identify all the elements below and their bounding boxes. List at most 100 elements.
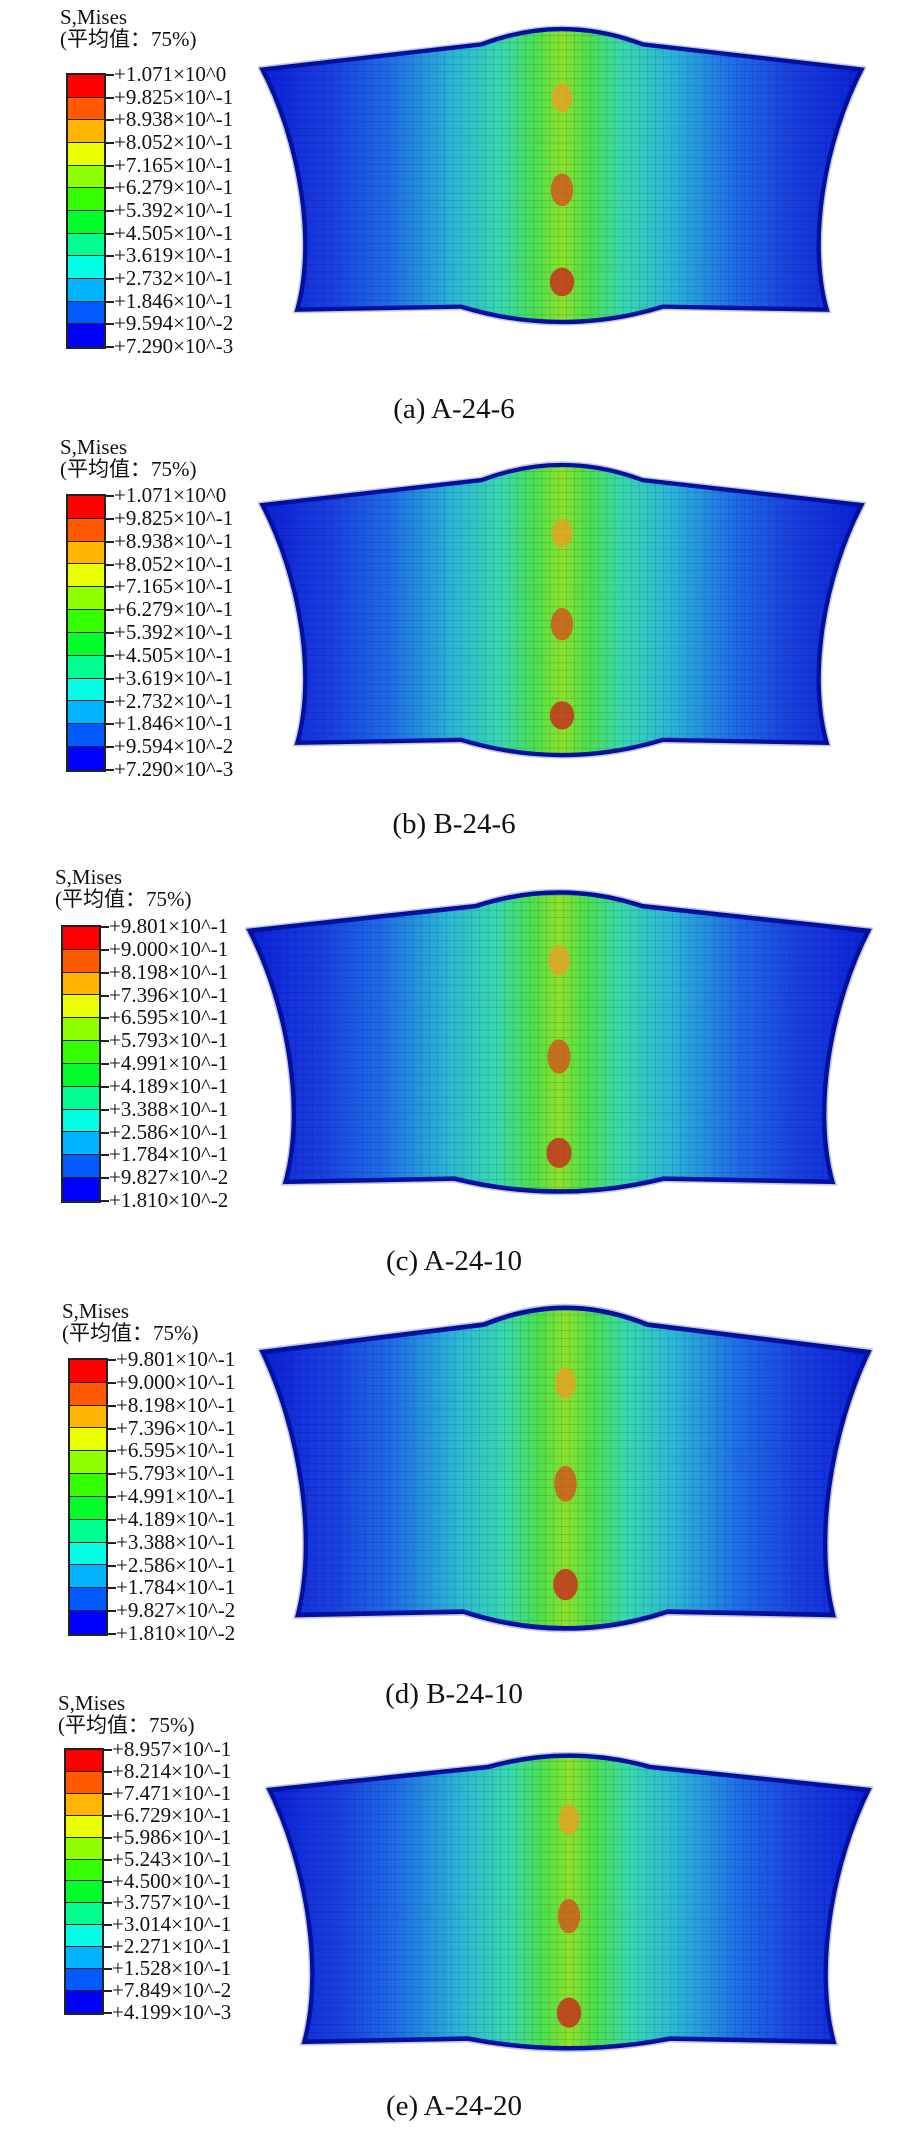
colorbar-swatch: [68, 587, 104, 611]
colorbar-tick: [104, 632, 114, 634]
figure-caption: (b) B-24-6: [392, 808, 516, 840]
colorbar-tick: [104, 74, 114, 76]
colorbar-swatch: [70, 1474, 106, 1497]
colorbar-swatch: [68, 655, 104, 679]
colorbar-tick-label: +4.991×10^-1: [109, 1051, 229, 1075]
colorbar-swatch: [70, 1382, 106, 1406]
stress-concentration: [546, 1137, 572, 1168]
legend-title: S,Mises: [60, 5, 128, 29]
colorbar-swatch: [70, 1588, 106, 1612]
colorbar-swatch: [68, 210, 104, 234]
colorbar-tick: [99, 1063, 109, 1065]
colorbar-tick-label: +2.732×10^-1: [114, 266, 234, 290]
stress-contour-model: [245, 888, 873, 1196]
colorbar-tick-label: +5.392×10^-1: [114, 198, 234, 222]
colorbar-tick-label: +9.000×10^-1: [109, 936, 229, 961]
colorbar-tick: [104, 346, 114, 348]
legend-title: S,Mises: [60, 435, 128, 459]
colorbar-tick-label: +7.471×10^-1: [112, 1780, 232, 1805]
figure-caption: (a) A-24-6: [393, 393, 515, 425]
colorbar-tick-label: +1.784×10^-1: [116, 1575, 236, 1600]
colorbar-tick-label: +8.198×10^-1: [116, 1392, 236, 1417]
colorbar-tick: [99, 994, 109, 997]
stress-concentration: [551, 83, 573, 113]
colorbar-swatch: [63, 1155, 99, 1179]
colorbar-swatch: [68, 188, 104, 211]
colorbar-tick-label: +1.810×10^-2: [116, 1621, 236, 1645]
colorbar-swatch: [66, 1837, 102, 1860]
colorbar-swatch: [66, 1750, 102, 1772]
colorbar-tick-label: +5.392×10^-1: [114, 620, 234, 644]
colorbar-tick-label: +2.271×10^-1: [112, 1934, 232, 1959]
colorbar-tick: [106, 1359, 116, 1361]
colorbar-tick: [104, 255, 114, 258]
colorbar-tick: [104, 746, 114, 749]
colorbar-tick: [102, 1946, 112, 1949]
colorbar-swatch: [66, 1815, 102, 1838]
colorbar-swatch: [68, 610, 104, 633]
colorbar-swatch: [68, 324, 104, 347]
colorbar-swatch: [63, 1041, 99, 1064]
colorbar-tick-label: +3.757×10^-1: [112, 1890, 232, 1915]
colorbar-tick: [99, 1040, 109, 1043]
colorbar-tick-label: +9.594×10^-2: [114, 311, 234, 336]
colorbar-tick-label: +7.290×10^-3: [114, 334, 234, 358]
colorbar: [64, 1748, 104, 2015]
colorbar-tick: [104, 677, 114, 680]
stress-contour-model: [258, 461, 866, 759]
colorbar-swatch: [70, 1405, 106, 1429]
colorbar-tick: [106, 1404, 116, 1407]
colorbar-tick-label: +8.052×10^-1: [114, 130, 234, 154]
colorbar-tick-label: +6.595×10^-1: [116, 1438, 236, 1463]
colorbar-swatch: [68, 541, 104, 565]
colorbar-swatch: [68, 301, 104, 325]
colorbar-tick-label: +7.396×10^-1: [109, 982, 229, 1007]
stress-concentration: [554, 1465, 577, 1502]
colorbar-tick-label: +7.165×10^-1: [114, 574, 234, 599]
colorbar-swatch: [66, 1793, 102, 1816]
stress-contour-model: [265, 1751, 873, 2053]
stress-contour-model: [258, 25, 866, 326]
colorbar-tick-label: +7.849×10^-2: [112, 1978, 232, 2003]
legend-subtitle: (平均值：75%): [60, 27, 197, 51]
stress-concentration: [548, 945, 570, 976]
colorbar-tick-label: +3.619×10^-1: [114, 243, 234, 268]
colorbar-tick: [102, 1836, 112, 1839]
colorbar-tick-label: +4.189×10^-1: [109, 1073, 229, 1098]
colorbar-tick-label: +7.396×10^-1: [116, 1415, 236, 1440]
colorbar-tick-label: +7.290×10^-3: [114, 757, 234, 781]
colorbar-swatch: [63, 1109, 99, 1133]
colorbar-swatch: [68, 75, 104, 98]
colorbar-tick: [104, 323, 114, 326]
colorbar-tick-label: +9.594×10^-2: [114, 734, 234, 759]
colorbar-tick: [104, 723, 114, 726]
colorbar-swatch: [63, 1018, 99, 1042]
colorbar-tick-label: +1.846×10^-1: [114, 711, 234, 736]
colorbar-tick: [99, 1154, 109, 1157]
legend-title: S,Mises: [62, 1299, 130, 1323]
stress-concentration: [556, 1997, 582, 2028]
colorbar-tick: [102, 1792, 112, 1795]
colorbar-tick-label: +5.793×10^-1: [109, 1028, 229, 1053]
colorbar-swatch: [68, 142, 104, 166]
colorbar-tick-label: +6.279×10^-1: [114, 175, 234, 200]
colorbar-tick: [106, 1633, 116, 1635]
colorbar-tick: [104, 142, 114, 144]
colorbar-swatch: [70, 1542, 106, 1566]
colorbar-tick-label: +4.505×10^-1: [114, 642, 234, 667]
colorbar-tick-label: +2.732×10^-1: [114, 688, 234, 713]
colorbar-tick-label: +5.243×10^-1: [112, 1846, 232, 1871]
colorbar-tick: [104, 119, 114, 122]
colorbar-tick: [106, 1541, 116, 1544]
stress-concentration: [557, 1898, 581, 1934]
colorbar-tick-label: +9.827×10^-2: [109, 1165, 229, 1190]
colorbar-swatch: [66, 1771, 102, 1794]
colorbar-tick: [104, 278, 114, 280]
colorbar-tick: [102, 1968, 112, 1971]
colorbar-tick: [104, 517, 114, 520]
colorbar-swatch: [68, 564, 104, 588]
